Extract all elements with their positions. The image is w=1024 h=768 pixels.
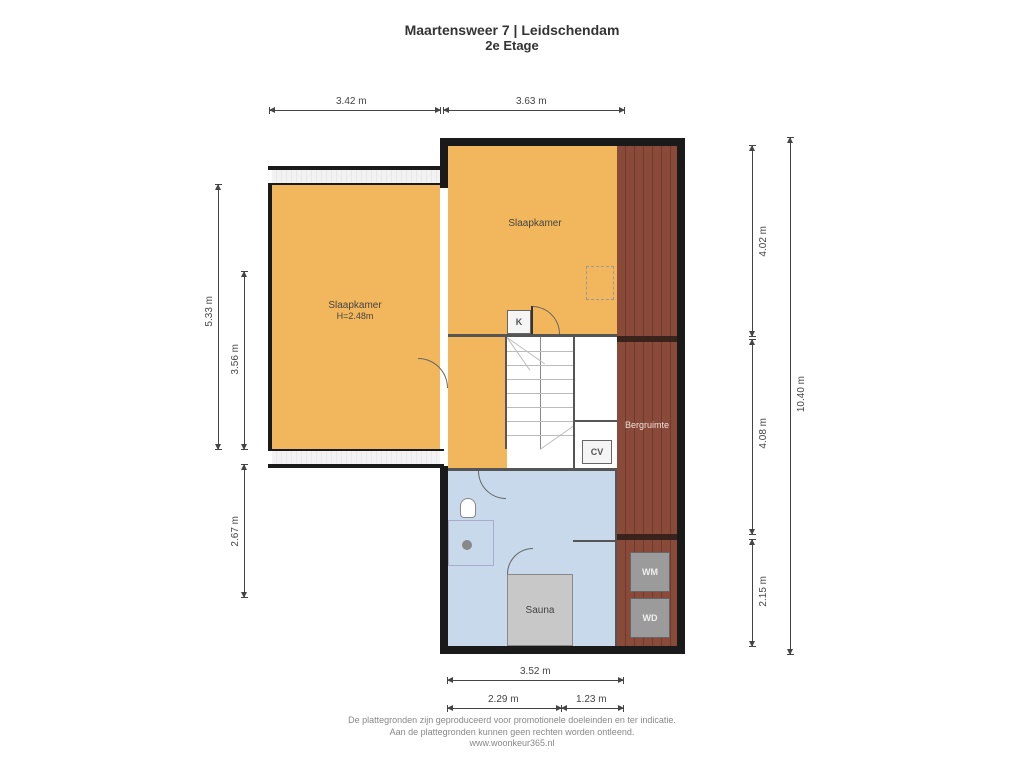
dim-left-lower-line xyxy=(244,272,245,449)
wall-left-room-top xyxy=(268,183,444,185)
dim-top-right-line xyxy=(444,110,624,111)
stairs xyxy=(507,337,573,449)
label-cv: CV xyxy=(591,447,604,457)
dim-right-seg-mid-line xyxy=(752,340,753,534)
dim-bottom-sub-right-line xyxy=(562,708,623,709)
balcony-bottom xyxy=(272,449,440,464)
dim-left-upper: 5.33 m xyxy=(204,296,215,327)
wall-right-left-lower xyxy=(440,466,448,654)
label-storage: Bergruimte xyxy=(616,420,678,430)
dim-right-seg-bot: 2.15 m xyxy=(758,576,769,607)
floor-plan: Slaapkamer H=2.48m Slaapkamer K Bergruim… xyxy=(0,0,1024,768)
dim-right-total: 10.40 m xyxy=(796,376,807,412)
wall-left-room-bottom xyxy=(268,449,444,451)
room-hall xyxy=(448,337,507,468)
wall-bath-sauna-top xyxy=(573,540,617,542)
skylight-dashed xyxy=(586,266,614,300)
dim-bottom-sub-left-line xyxy=(448,708,561,709)
label-bedroom-left-name: Slaapkamer xyxy=(300,300,410,311)
wall-right-top xyxy=(440,138,685,146)
dim-right-total-line xyxy=(790,138,791,654)
dim-top-right: 3.63 m xyxy=(516,96,547,107)
label-wd: WD xyxy=(643,613,658,623)
label-k: K xyxy=(516,317,523,327)
balcony-bottom-rail xyxy=(268,464,444,468)
dim-bottom-sub-left: 2.29 m xyxy=(488,694,519,705)
dim-bottom-main-line xyxy=(448,680,623,681)
appliance-wm: WM xyxy=(630,552,670,592)
appliance-cv: CV xyxy=(582,440,612,464)
dim-bottom-sub-right: 1.23 m xyxy=(576,694,607,705)
roof-divider-1 xyxy=(617,336,677,342)
footer-line-3: www.woonkeur365.nl xyxy=(0,738,1024,750)
dim-bottom-main: 3.52 m xyxy=(520,666,551,677)
dim-left-bottom: 2.67 m xyxy=(230,516,241,547)
door-bedroom-left xyxy=(418,358,448,388)
footer-line-2: Aan de plattegronden kunnen geen rechten… xyxy=(0,727,1024,739)
appliance-wd: WD xyxy=(630,598,670,638)
label-sauna: Sauna xyxy=(526,605,555,616)
dim-left-bottom-line xyxy=(244,465,245,597)
toilet xyxy=(460,498,476,518)
label-wm: WM xyxy=(642,567,658,577)
wall-right-bottom xyxy=(440,646,685,654)
dim-top-left-line xyxy=(270,110,440,111)
sink xyxy=(462,540,472,550)
footer: De plattegronden zijn geproduceerd voor … xyxy=(0,715,1024,750)
wall-left-room-left xyxy=(268,183,272,451)
wall-right-right xyxy=(677,138,685,654)
roof-divider-2 xyxy=(617,534,677,540)
dim-top-left: 3.42 m xyxy=(336,96,367,107)
dim-right-seg-bot-line xyxy=(752,540,753,646)
dim-right-seg-mid: 4.08 m xyxy=(758,418,769,449)
sauna: Sauna xyxy=(507,574,573,646)
wall-bath-right xyxy=(615,471,617,646)
wall-stairs-left xyxy=(505,337,507,449)
dim-right-seg-top-line xyxy=(752,146,753,336)
label-bedroom-right: Slaapkamer xyxy=(490,218,580,229)
label-bedroom-left: Slaapkamer H=2.48m xyxy=(300,300,410,321)
door-bedroom-right-leaf xyxy=(531,306,533,334)
dim-right-seg-top: 4.02 m xyxy=(758,226,769,257)
wall-right-left-upper xyxy=(440,138,448,188)
dim-left-upper-line xyxy=(218,185,219,449)
closet-k: K xyxy=(507,310,531,334)
footer-line-1: De plattegronden zijn geproduceerd voor … xyxy=(0,715,1024,727)
label-bedroom-left-height: H=2.48m xyxy=(300,311,410,321)
balcony-top-rail xyxy=(268,166,444,170)
dim-left-lower: 3.56 m xyxy=(230,344,241,375)
